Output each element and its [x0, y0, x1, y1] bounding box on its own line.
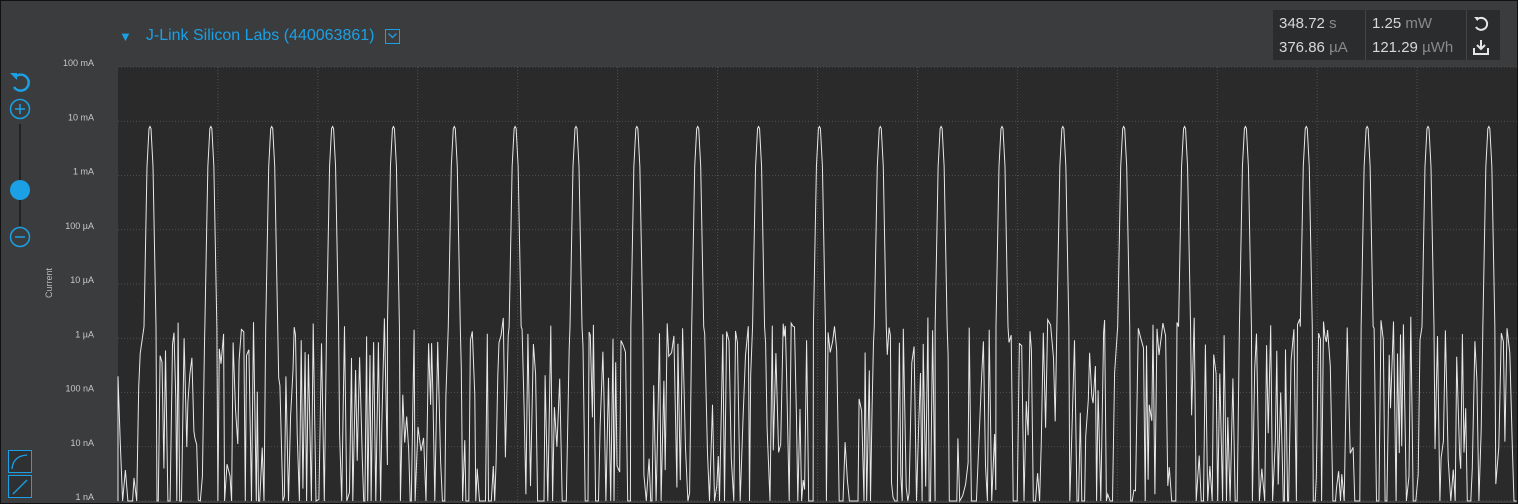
y-tick-label: 1 mA — [73, 167, 94, 177]
y-tick-label: 1 nA — [75, 492, 94, 502]
y-tick-label: 10 nA — [70, 438, 94, 448]
curve-mode-icon — [11, 454, 28, 470]
reset-zoom-icon[interactable] — [8, 70, 34, 94]
device-name[interactable]: J-Link Silicon Labs (440063861) — [145, 27, 375, 44]
zoom-slider-handle[interactable] — [10, 180, 30, 200]
device-header: ▼ J-Link Silicon Labs (440063861) — [119, 23, 401, 49]
y-tick-label: 10 mA — [68, 112, 94, 122]
line-mode-icon — [12, 479, 28, 495]
y-tick-label: 100 mA — [63, 58, 94, 68]
zoom-slider-track[interactable] — [19, 124, 21, 226]
reset-icon[interactable] — [1472, 15, 1490, 33]
y-tick-label: 100 µA — [65, 221, 94, 231]
y-tick-label: 100 nA — [65, 384, 94, 394]
current-trace — [117, 125, 1517, 503]
stats-panel: 348.72 s 376.86 µA 1.25 mW 121.29 µWh — [1273, 10, 1500, 60]
zoom-in-icon[interactable] — [9, 98, 31, 120]
curve-mode-button[interactable] — [8, 450, 32, 473]
chevron-down-icon — [388, 32, 398, 38]
power-readout: 1.25 mW — [1372, 14, 1433, 32]
download-icon[interactable] — [1472, 38, 1490, 56]
line-mode-button[interactable] — [8, 475, 32, 498]
average-current-readout: 376.86 µA — [1279, 38, 1348, 56]
device-dropdown-button[interactable] — [385, 28, 401, 44]
time-readout: 348.72 s — [1279, 14, 1337, 32]
zoom-out-icon[interactable] — [9, 226, 31, 248]
collapse-triangle-icon[interactable]: ▼ — [119, 28, 132, 44]
energy-readout: 121.29 µWh — [1372, 38, 1454, 56]
y-tick-label: 1 µA — [75, 329, 94, 339]
y-tick-label: 10 µA — [70, 275, 94, 285]
